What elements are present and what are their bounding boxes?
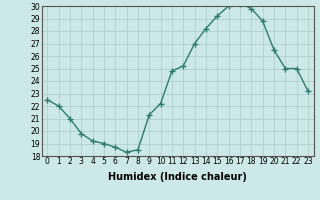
X-axis label: Humidex (Indice chaleur): Humidex (Indice chaleur): [108, 172, 247, 182]
